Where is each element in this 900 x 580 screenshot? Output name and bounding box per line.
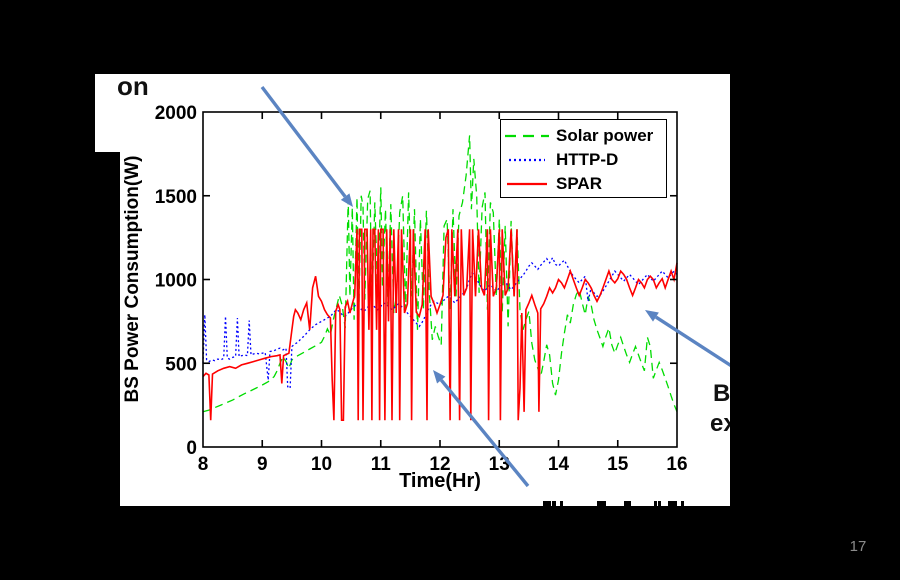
legend-line-sample-httpd — [509, 158, 545, 162]
y-axis-label: BS Power Consumption(W) — [122, 155, 143, 403]
legend-item-spar: SPAR — [501, 172, 666, 196]
series-spar — [202, 228, 678, 421]
x-tick-label: 9 — [257, 454, 268, 475]
annotation-arrows — [260, 85, 730, 488]
arrow-head — [645, 310, 659, 322]
legend-item-solar-power: Solar power — [501, 124, 666, 148]
clipped-annotation-text-line2: ex — [710, 410, 730, 437]
legend-item-http-d: HTTP-D — [501, 148, 666, 172]
x-axis-label: Time(Hr) — [399, 470, 481, 492]
y-tick-label: 1000 — [155, 271, 197, 292]
screenshot-panel: on 8 9 10 11 12 13 14 15 16 0 500 1000 1500 2000 BS P… — [95, 74, 730, 506]
axis-ticks — [203, 112, 677, 447]
arrow-shaft — [260, 85, 347, 198]
y-tick-label: 500 — [165, 354, 197, 375]
clipped-annotation-text-line1: B — [713, 380, 730, 407]
slide-page-number: 17 — [849, 538, 867, 555]
legend-label: HTTP-D — [556, 150, 619, 169]
y-tick-label: 2000 — [155, 103, 197, 124]
chart-legend: Solar power HTTP-D SPAR — [500, 119, 667, 198]
legend-label: Solar power — [556, 126, 654, 145]
x-tick-label: 10 — [311, 454, 332, 475]
x-tick-label: 16 — [666, 454, 687, 475]
clipped-caption-text: on — [117, 74, 149, 101]
arrow-head — [433, 370, 446, 384]
textbox-white-background — [95, 74, 135, 152]
x-tick-label: 8 — [198, 454, 209, 475]
x-tick-label: 11 — [371, 454, 392, 475]
x-tick-label: 14 — [548, 454, 570, 475]
y-tick-label: 0 — [186, 438, 197, 459]
x-tick-label: 15 — [607, 454, 629, 475]
arrow-head — [340, 193, 353, 207]
legend-line-sample-spar — [507, 182, 547, 186]
y-tick-label: 1500 — [155, 187, 197, 208]
legend-label: SPAR — [556, 174, 602, 193]
clipped-glyph-tops — [543, 501, 684, 506]
arrow-shaft — [439, 378, 530, 488]
x-tick-label: 12 — [429, 454, 450, 475]
arrow-shaft — [654, 315, 730, 368]
legend-line-sample-solar — [505, 134, 549, 138]
